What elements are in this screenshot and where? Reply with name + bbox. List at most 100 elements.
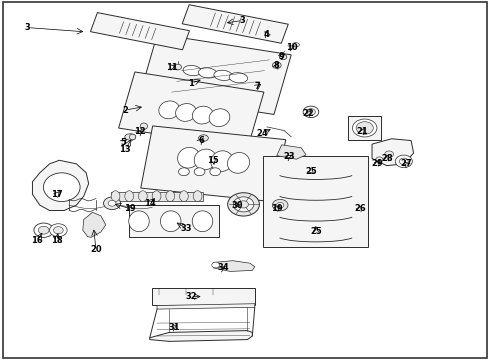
Ellipse shape: [152, 191, 161, 202]
Text: 18: 18: [51, 237, 63, 246]
Polygon shape: [277, 145, 306, 159]
Ellipse shape: [210, 168, 220, 176]
Ellipse shape: [356, 122, 373, 134]
Text: 20: 20: [90, 246, 102, 255]
Text: 25: 25: [310, 228, 322, 237]
Polygon shape: [129, 205, 220, 237]
Text: 24: 24: [256, 129, 268, 138]
Text: 19: 19: [124, 204, 136, 213]
Ellipse shape: [395, 155, 413, 168]
Text: 31: 31: [169, 323, 180, 332]
Ellipse shape: [179, 191, 188, 202]
Text: 14: 14: [144, 199, 156, 208]
Polygon shape: [150, 330, 252, 341]
Polygon shape: [140, 34, 291, 114]
Polygon shape: [32, 160, 89, 211]
Ellipse shape: [399, 158, 408, 165]
Polygon shape: [83, 212, 106, 237]
Text: 2: 2: [122, 105, 128, 114]
Ellipse shape: [173, 64, 181, 70]
Ellipse shape: [129, 134, 136, 140]
Ellipse shape: [292, 42, 299, 47]
Ellipse shape: [175, 104, 196, 121]
Polygon shape: [141, 126, 286, 202]
Ellipse shape: [376, 157, 383, 162]
Ellipse shape: [160, 211, 181, 231]
Ellipse shape: [140, 123, 147, 130]
Ellipse shape: [44, 173, 80, 202]
Ellipse shape: [103, 197, 121, 210]
Text: 19: 19: [271, 204, 283, 213]
Text: 6: 6: [198, 136, 204, 145]
Text: 3: 3: [240, 16, 245, 25]
Text: 30: 30: [232, 201, 244, 210]
Text: 5: 5: [120, 138, 126, 147]
Ellipse shape: [303, 106, 319, 118]
Text: 28: 28: [381, 154, 392, 163]
Polygon shape: [213, 261, 255, 271]
Ellipse shape: [229, 73, 247, 83]
Ellipse shape: [183, 66, 201, 76]
Text: 32: 32: [185, 292, 197, 301]
Text: 34: 34: [217, 264, 229, 273]
Ellipse shape: [198, 68, 217, 78]
Polygon shape: [119, 72, 264, 148]
Ellipse shape: [239, 201, 248, 208]
Ellipse shape: [385, 151, 393, 157]
Text: 23: 23: [283, 152, 295, 161]
Ellipse shape: [233, 197, 254, 212]
Text: 10: 10: [286, 43, 297, 52]
Ellipse shape: [192, 211, 213, 231]
Ellipse shape: [159, 101, 179, 119]
Text: 25: 25: [305, 167, 317, 176]
Text: 22: 22: [303, 109, 315, 118]
Ellipse shape: [194, 168, 205, 176]
Ellipse shape: [227, 153, 249, 173]
Polygon shape: [372, 139, 414, 166]
Text: 16: 16: [31, 237, 43, 246]
Text: 17: 17: [51, 190, 63, 199]
Ellipse shape: [272, 62, 281, 68]
Text: 21: 21: [356, 127, 368, 136]
Text: 7: 7: [254, 82, 260, 91]
Ellipse shape: [279, 54, 287, 60]
Text: 3: 3: [24, 23, 30, 32]
Polygon shape: [111, 192, 203, 201]
Polygon shape: [348, 116, 381, 140]
Ellipse shape: [194, 149, 216, 170]
Ellipse shape: [49, 224, 67, 237]
Text: 13: 13: [120, 145, 131, 154]
Ellipse shape: [272, 199, 288, 211]
Text: 29: 29: [371, 159, 383, 168]
Ellipse shape: [178, 168, 189, 176]
Ellipse shape: [212, 262, 220, 268]
Ellipse shape: [177, 147, 200, 168]
Ellipse shape: [125, 191, 134, 202]
Text: 33: 33: [181, 224, 192, 233]
Text: 12: 12: [134, 127, 146, 136]
Ellipse shape: [129, 211, 149, 231]
Ellipse shape: [53, 226, 63, 234]
Ellipse shape: [108, 201, 116, 206]
Ellipse shape: [34, 223, 53, 237]
Text: 4: 4: [264, 30, 270, 39]
Text: 9: 9: [279, 52, 285, 61]
Ellipse shape: [111, 191, 120, 202]
Ellipse shape: [276, 202, 284, 208]
Ellipse shape: [211, 151, 233, 171]
Polygon shape: [152, 288, 255, 305]
Ellipse shape: [125, 134, 136, 140]
Ellipse shape: [198, 135, 208, 141]
Ellipse shape: [214, 70, 232, 81]
Text: 26: 26: [354, 204, 366, 213]
Ellipse shape: [166, 191, 174, 202]
Polygon shape: [157, 304, 255, 309]
Text: 27: 27: [400, 159, 412, 168]
Ellipse shape: [209, 109, 230, 127]
Text: 15: 15: [207, 156, 219, 165]
Ellipse shape: [193, 191, 202, 202]
Polygon shape: [91, 13, 190, 50]
Ellipse shape: [352, 119, 377, 137]
Ellipse shape: [307, 109, 316, 115]
Text: 8: 8: [274, 61, 280, 70]
